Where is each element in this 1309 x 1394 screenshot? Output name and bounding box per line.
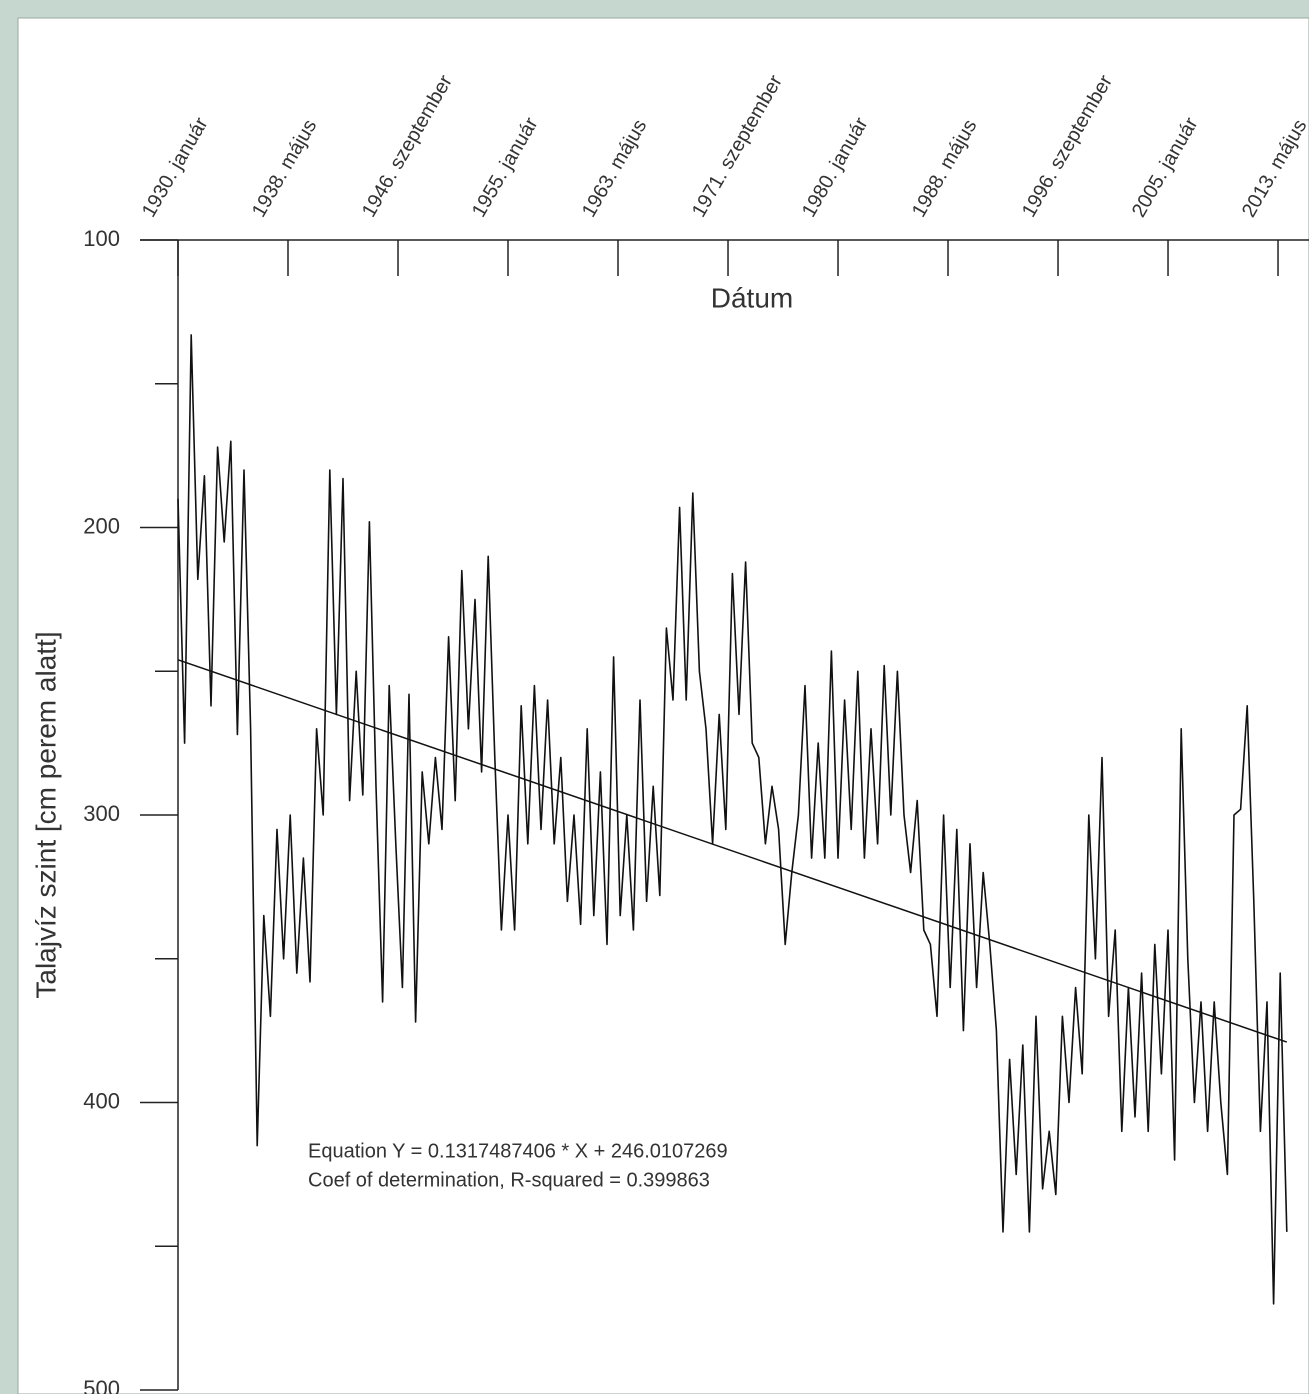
data-line <box>177 334 1288 1305</box>
trend-line <box>177 659 1288 1043</box>
y-axis-title: Talajvíz szint [cm perem alatt] <box>30 631 61 998</box>
y-tick-label: 100 <box>83 226 120 251</box>
annotation: Coef of determination, R-squared = 0.399… <box>308 1169 710 1191</box>
x-axis-title: Dátum <box>711 282 793 313</box>
y-tick-label: 300 <box>83 801 120 826</box>
y-tick-label: 400 <box>83 1088 120 1113</box>
annotation: Equation Y = 0.1317487406 * X + 246.0107… <box>308 1140 728 1162</box>
y-tick-label: 500 <box>83 1376 120 1394</box>
panel <box>17 17 1309 1394</box>
y-tick-label: 200 <box>83 513 120 538</box>
